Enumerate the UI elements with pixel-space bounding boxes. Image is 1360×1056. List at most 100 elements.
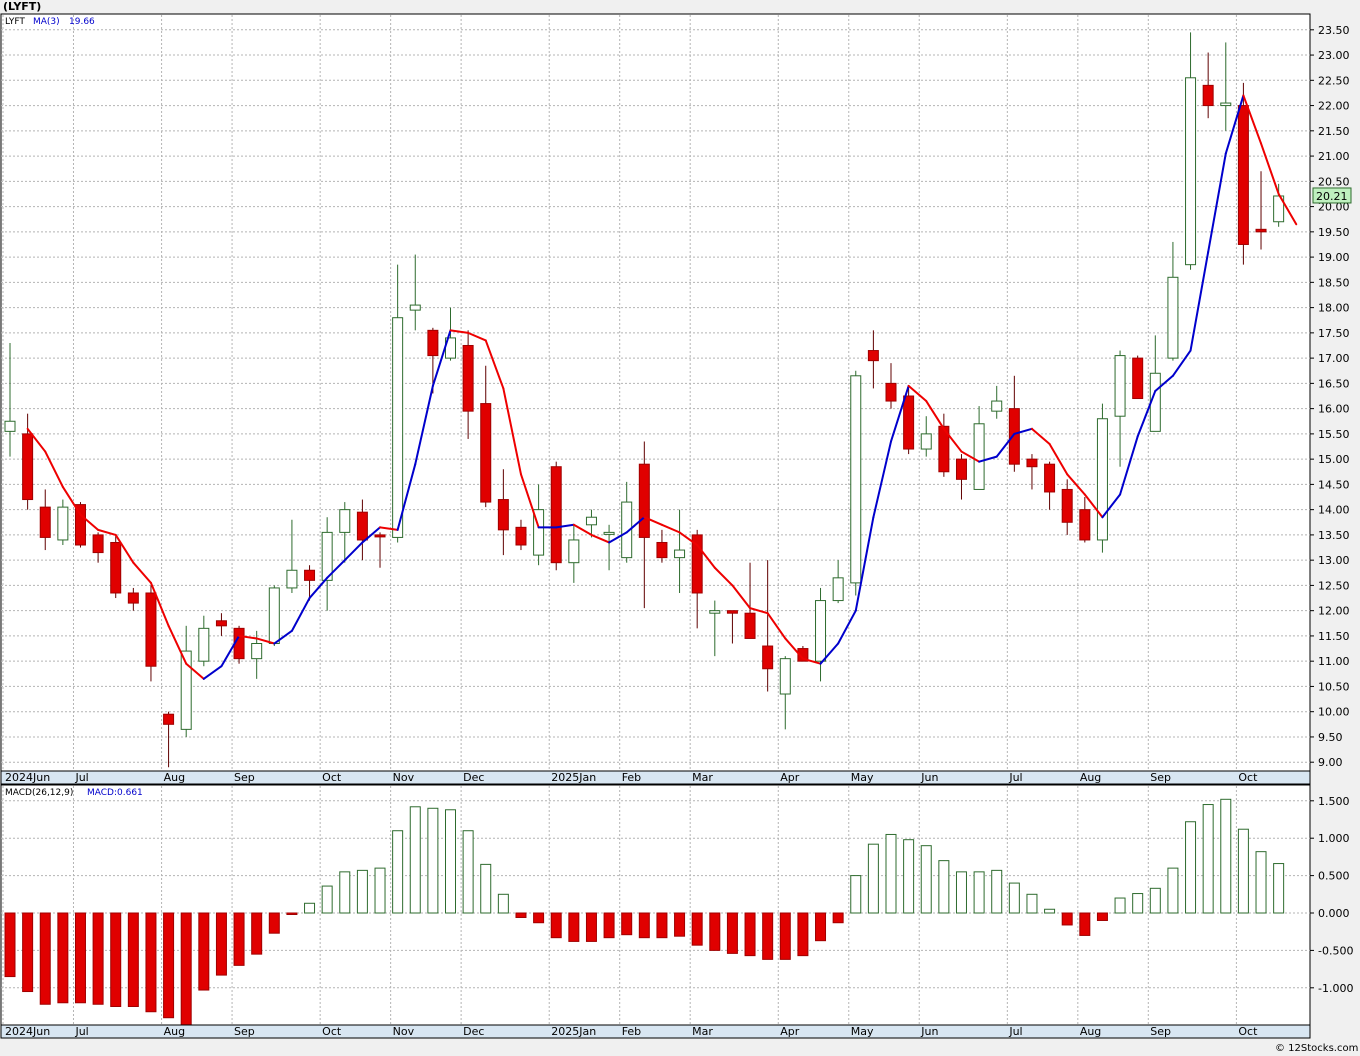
- ma3-segment: [1154, 374, 1174, 392]
- macd-bar: [533, 912, 545, 924]
- month-label: Apr: [780, 771, 800, 784]
- macd-bar: [691, 912, 703, 946]
- ma3-segment: [396, 463, 417, 531]
- price-tick-label: 21.50: [1318, 125, 1350, 138]
- price-y-axis: 23.50 23.00 22.50 22.00 21.50 21.00 20.50 20.00…: [1310, 24, 1350, 769]
- ma3-segment: [678, 531, 699, 547]
- candle-body: [57, 506, 69, 541]
- macd-bar: [656, 912, 668, 939]
- candle-body: [550, 466, 562, 564]
- ma3-segment: [431, 329, 452, 387]
- month-label: Apr: [780, 1025, 800, 1038]
- macd-month-axis: [0, 1024, 1311, 1039]
- macd-bar: [1008, 882, 1020, 914]
- candle-body: [1185, 77, 1197, 266]
- macd-y-axis: 1.500 1.000 0.500 0.000 -0.500 -1.000: [1310, 795, 1353, 995]
- ma3-segment: [467, 331, 487, 342]
- macd-bar: [304, 902, 316, 914]
- candle-body: [39, 506, 51, 538]
- ma-legend-label: MA(3): [33, 17, 60, 27]
- candle-body: [374, 534, 386, 538]
- price-tick-label: 9.00: [1318, 756, 1343, 769]
- candle-body: [533, 509, 545, 556]
- macd-bar: [145, 912, 157, 1013]
- ma3-segment: [837, 609, 857, 645]
- ma3-segment: [379, 526, 399, 531]
- month-label: Dec: [463, 771, 484, 784]
- price-tick-label: 15.00: [1318, 453, 1350, 466]
- price-tick-label: 10.00: [1318, 706, 1350, 719]
- candle-body: [762, 645, 774, 670]
- macd-bar: [251, 912, 263, 955]
- macd-bar: [445, 809, 456, 914]
- ma3-segment: [61, 485, 82, 516]
- candle-body: [1237, 105, 1249, 245]
- candle-body: [991, 400, 1003, 412]
- month-label: Dec: [463, 1025, 484, 1038]
- price-tick-label: 19.00: [1318, 251, 1350, 264]
- macd-bar: [427, 807, 439, 914]
- month-label: Aug: [1080, 1025, 1101, 1038]
- macd-bar: [638, 912, 650, 939]
- ma3-segment: [202, 665, 223, 680]
- candle-body: [709, 610, 721, 614]
- ma3-segment: [361, 526, 382, 544]
- month-label: Oct: [322, 771, 342, 784]
- ma3-segment: [167, 624, 188, 665]
- macd-bar: [779, 912, 791, 960]
- ma3-segment: [308, 576, 329, 600]
- price-tick-label: 16.00: [1318, 403, 1350, 416]
- candle-body: [110, 541, 122, 594]
- month-label: 2025Jan: [551, 771, 596, 784]
- price-tick-label: 22.50: [1318, 74, 1350, 87]
- price-month-axis: [0, 770, 1311, 785]
- month-label: Sep: [234, 1025, 255, 1038]
- candle-body: [127, 592, 139, 604]
- price-tick-label: 15.50: [1318, 428, 1350, 441]
- month-label: Aug: [1080, 771, 1101, 784]
- candle-body: [321, 531, 333, 581]
- macd-bar: [585, 912, 597, 942]
- ma3-segment: [1066, 473, 1086, 496]
- candle-body: [215, 620, 227, 627]
- macd-bar: [233, 912, 245, 966]
- candle-body: [1220, 102, 1232, 107]
- candle-body: [744, 612, 756, 639]
- ma3-segment: [1207, 152, 1227, 254]
- price-tick-label: 11.50: [1318, 630, 1350, 643]
- candle-body: [1114, 355, 1126, 417]
- candle-body: [903, 395, 915, 450]
- ma3-segment: [660, 523, 681, 534]
- month-label: Oct: [1238, 771, 1258, 784]
- candle-body: [22, 433, 34, 501]
- macd-bar: [621, 912, 633, 936]
- candle-body: [691, 534, 703, 594]
- macd-bar: [938, 860, 950, 914]
- macd-bar: [1132, 893, 1144, 914]
- candle-body: [797, 648, 809, 662]
- ma3-segment: [608, 531, 628, 544]
- candle-body: [779, 658, 791, 695]
- ma3-segment: [1277, 192, 1298, 226]
- macd-tick-label: 0.000: [1318, 907, 1350, 920]
- candle-body: [356, 511, 368, 541]
- candle-body: [286, 569, 298, 589]
- macd-bar: [215, 912, 227, 976]
- price-tick-label: 13.50: [1318, 529, 1350, 542]
- macd-tick-label: 0.500: [1318, 870, 1350, 883]
- candle-body: [867, 350, 879, 362]
- macd-bar: [515, 912, 527, 918]
- macd-bar: [867, 843, 879, 914]
- ma3-segment: [97, 528, 117, 536]
- price-tick-label: 11.00: [1318, 655, 1350, 668]
- ma3-segment: [26, 427, 47, 453]
- price-tick-label: 12.00: [1318, 605, 1350, 618]
- month-label: Jun: [920, 771, 938, 784]
- macd-legend-value: MACD:0.661: [87, 788, 143, 798]
- macd-bar: [127, 912, 139, 1007]
- candle-body: [304, 569, 316, 581]
- macd-bar: [568, 912, 580, 942]
- candle-body: [621, 501, 633, 559]
- candle-body: [1008, 408, 1020, 465]
